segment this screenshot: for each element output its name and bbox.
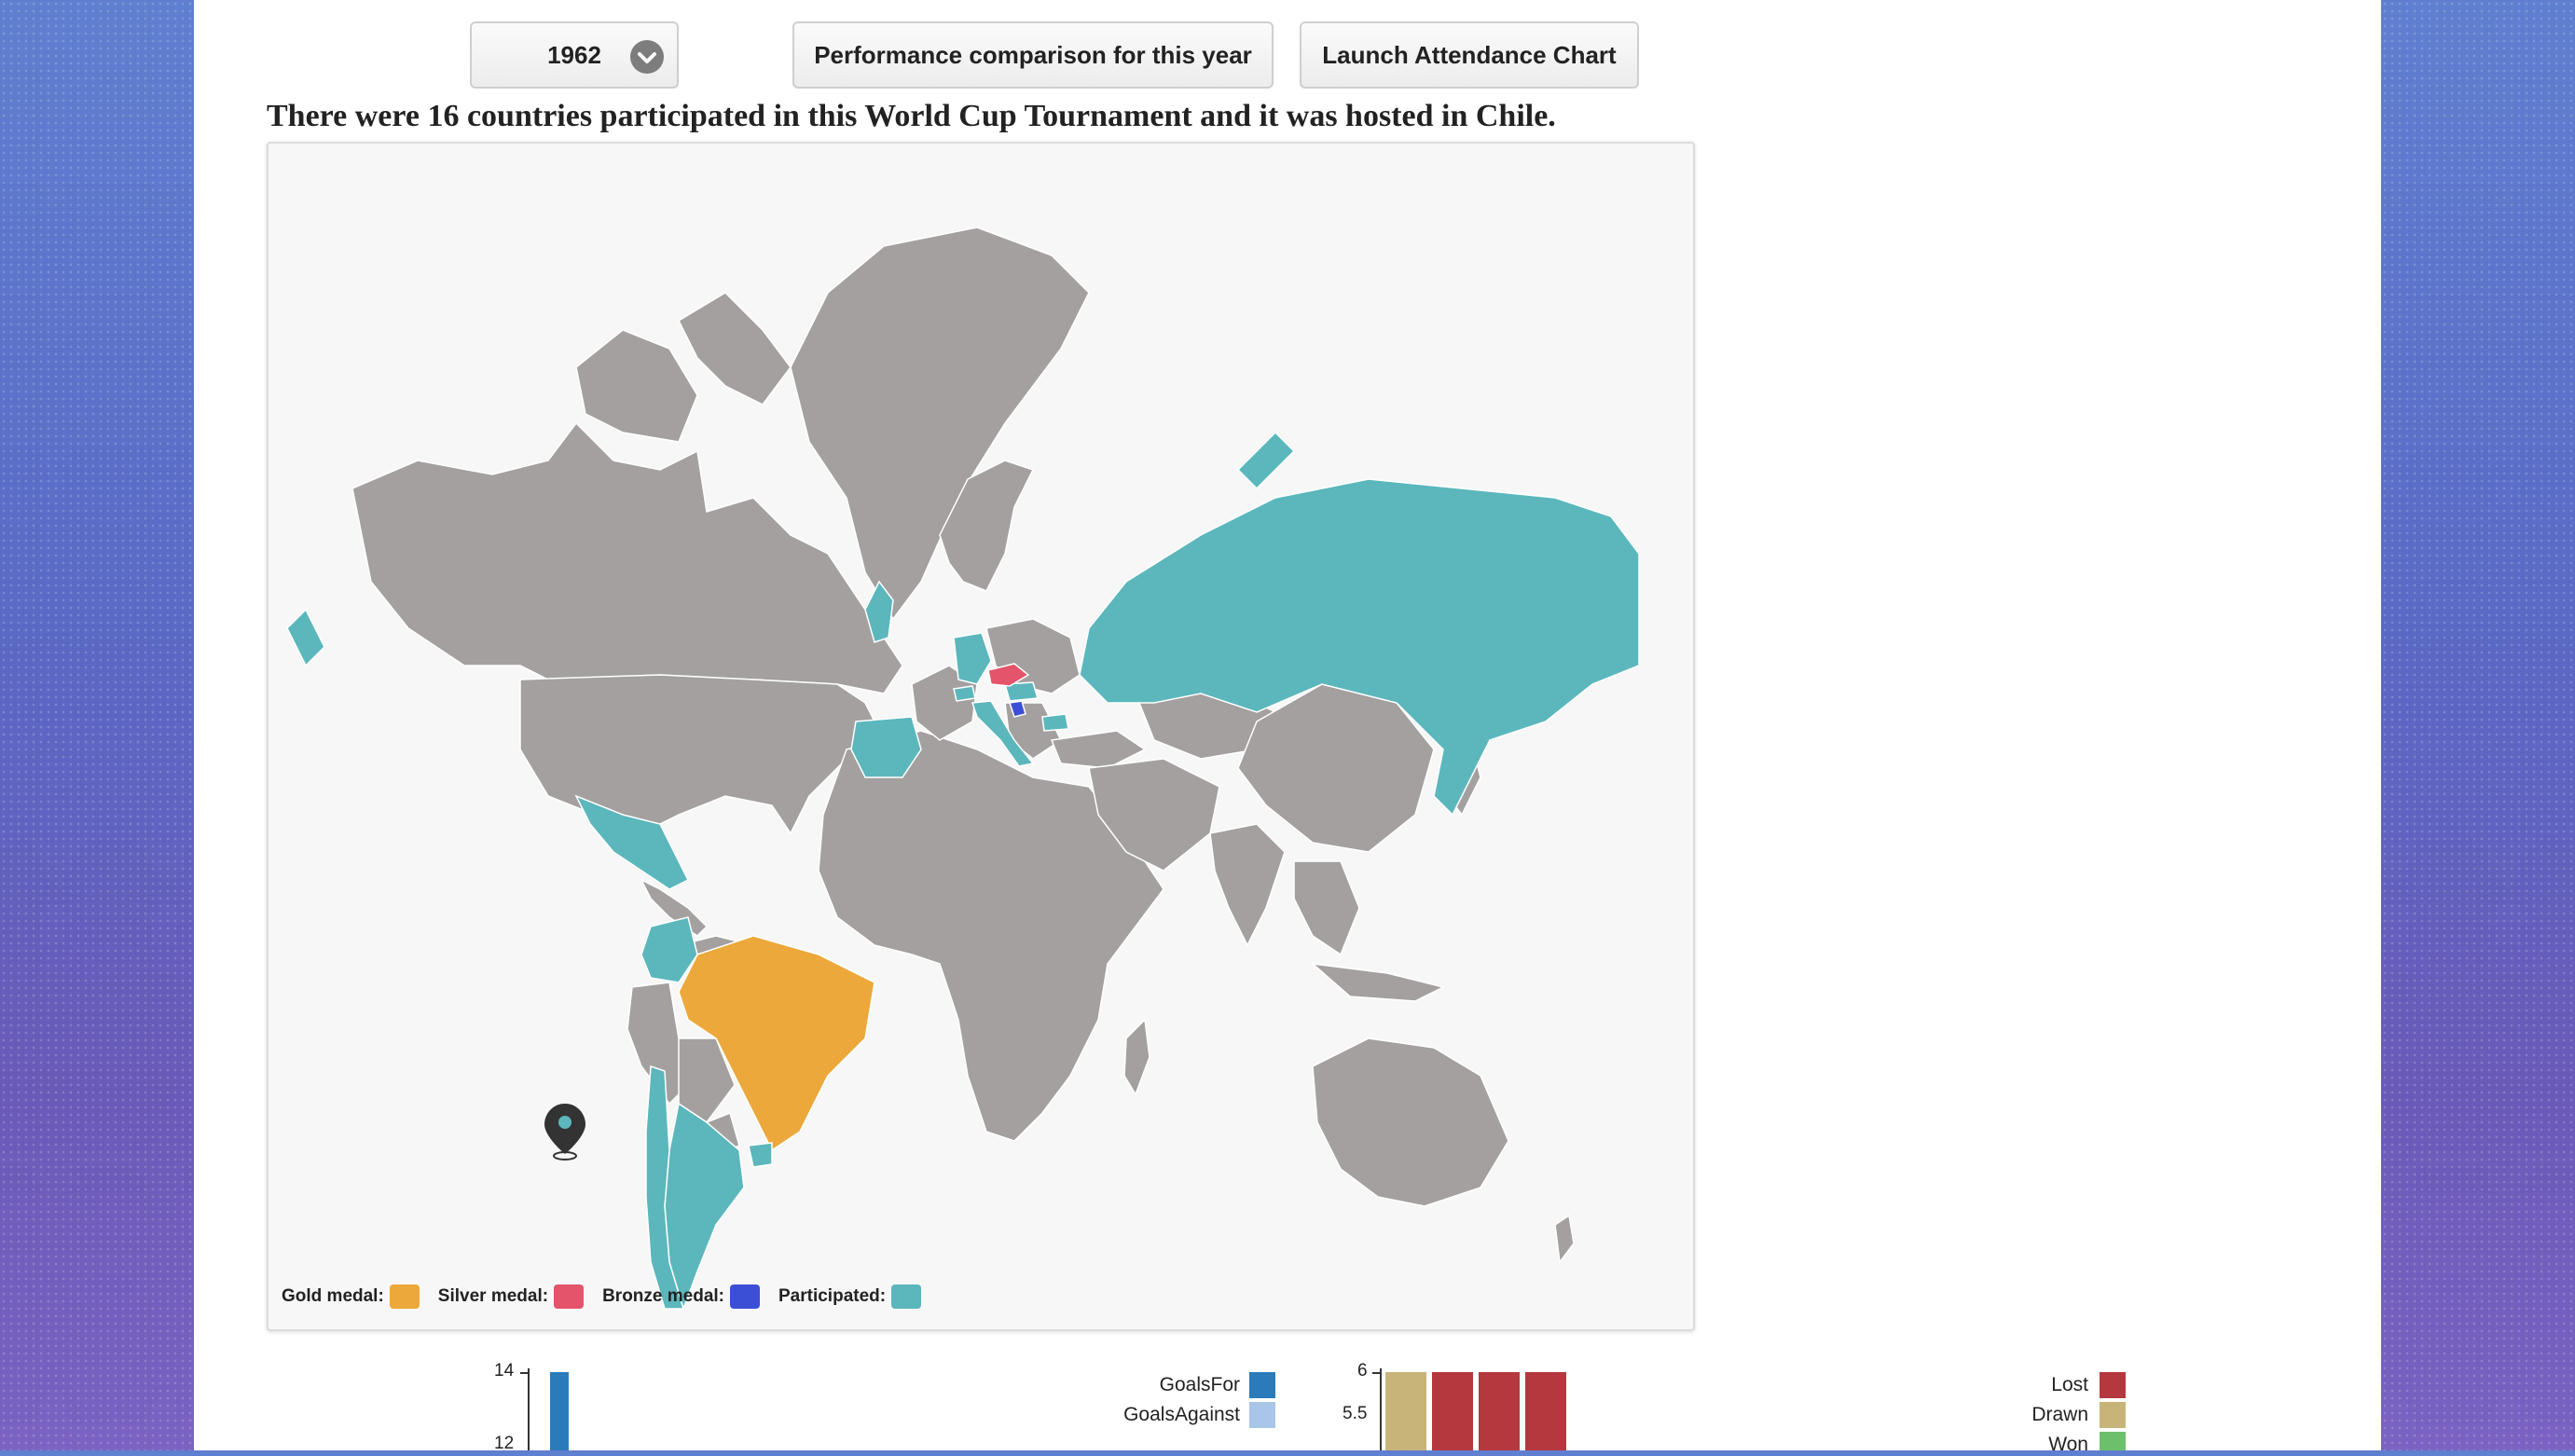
country-greenland[interactable]	[790, 227, 1090, 621]
goals-bar[interactable]	[550, 1372, 569, 1450]
legend-goalsagainst-swatch	[1249, 1402, 1275, 1428]
legend-participated-label: Participated:	[778, 1286, 887, 1306]
country-canada[interactable]	[351, 421, 903, 694]
legend-goalsfor-swatch	[1249, 1372, 1275, 1398]
country-africa[interactable]	[818, 730, 1164, 1142]
results-y-axis	[1380, 1368, 1382, 1450]
legend-bronze-medal: Bronze medal:	[602, 1284, 769, 1309]
country-new-zealand[interactable]	[1554, 1214, 1575, 1264]
legend-silver-medal: Silver medal:	[438, 1284, 593, 1309]
goals-tick-mark	[520, 1372, 528, 1374]
country-bolivia[interactable]	[678, 1037, 736, 1124]
legend-silver-label: Silver medal:	[437, 1286, 549, 1306]
country-baffin-island[interactable]	[678, 292, 792, 405]
country-yugoslavia[interactable]	[1009, 700, 1026, 718]
country-madagascar[interactable]	[1123, 1018, 1150, 1096]
country-mexico[interactable]	[574, 794, 690, 890]
country-middle-east[interactable]	[1088, 758, 1220, 872]
country-australia[interactable]	[1312, 1037, 1509, 1207]
legend-gold-medal: Gold medal:	[282, 1284, 429, 1309]
legend-lost-label: Lost	[2051, 1374, 2088, 1395]
tournament-summary: There were 16 countries participated in …	[267, 99, 1556, 133]
country-france[interactable]	[911, 665, 978, 741]
legend-participated-swatch	[891, 1284, 922, 1309]
country-west-germany[interactable]	[953, 632, 992, 685]
country-india[interactable]	[1209, 823, 1286, 947]
country-southeast-asia[interactable]	[1293, 860, 1360, 956]
legend-gold-label: Gold medal:	[282, 1286, 384, 1306]
country-alaska-tip[interactable]	[286, 608, 325, 667]
legend-silver-swatch	[554, 1284, 585, 1309]
country-novaya-zemlya[interactable]	[1236, 431, 1296, 490]
launch-attendance-chart-label: Launch Attendance Chart	[1322, 40, 1617, 69]
country-central-america[interactable]	[640, 878, 709, 937]
results-tick-mark	[1372, 1372, 1380, 1374]
map-marker-icon[interactable]	[544, 1104, 585, 1161]
legend-bronze-label: Bronze medal:	[602, 1286, 724, 1306]
country-hungary[interactable]	[1004, 681, 1039, 702]
legend-participated: Participated:	[778, 1284, 930, 1309]
results-bar-drawn[interactable]	[1385, 1372, 1426, 1450]
country-turkey[interactable]	[1050, 730, 1147, 769]
country-switzerland[interactable]	[953, 685, 976, 702]
country-scandinavia[interactable]	[939, 460, 1035, 592]
legend-won-swatch	[2100, 1432, 2126, 1450]
performance-comparison-label: Performance comparison for this year	[814, 40, 1252, 69]
legend-won-label: Won	[2048, 1434, 2088, 1455]
country-indonesia[interactable]	[1310, 962, 1446, 1002]
goals-y-axis	[528, 1368, 530, 1450]
legend-bronze-swatch	[730, 1284, 760, 1309]
legend-drawn-swatch	[2100, 1402, 2126, 1428]
medal-legend: Gold medal: Silver medal: Bronze medal: …	[282, 1284, 930, 1309]
country-england[interactable]	[864, 580, 894, 643]
results-bar-lost[interactable]	[1479, 1372, 1520, 1450]
country-brazil[interactable]	[678, 935, 875, 1152]
results-y-tick-6: 6	[1357, 1361, 1368, 1380]
country-russia[interactable]	[1079, 478, 1640, 817]
legend-gold-swatch	[389, 1284, 420, 1309]
country-chile[interactable]	[645, 1065, 685, 1310]
legend-lost-swatch	[2100, 1372, 2126, 1398]
chevron-down-icon[interactable]	[630, 40, 664, 74]
legend-drawn-label: Drawn	[2031, 1404, 2088, 1425]
world-map	[286, 227, 1640, 1312]
results-bar-lost[interactable]	[1525, 1372, 1566, 1450]
country-usa[interactable]	[519, 674, 886, 835]
performance-comparison-button[interactable]: Performance comparison for this year	[792, 21, 1274, 89]
year-select[interactable]: 1962	[470, 21, 679, 89]
results-y-tick-5-5: 5.5	[1343, 1404, 1368, 1423]
legend-goalsagainst-label: GoalsAgainst	[1123, 1404, 1240, 1425]
country-arctic-islands[interactable]	[575, 329, 698, 443]
goals-y-tick-12: 12	[494, 1434, 515, 1453]
year-select-value: 1962	[547, 40, 601, 69]
right-background-panel	[2381, 0, 2575, 1450]
legend-goalsfor-label: GoalsFor	[1159, 1374, 1240, 1395]
left-background-panel	[0, 0, 194, 1450]
world-map-panel: Gold medal: Silver medal: Bronze medal: …	[267, 142, 1695, 1331]
countries-layer	[351, 227, 1575, 1264]
country-italy[interactable]	[971, 700, 1035, 767]
launch-attendance-chart-button[interactable]: Launch Attendance Chart	[1300, 21, 1639, 89]
country-spain[interactable]	[850, 716, 922, 778]
goals-y-tick-14: 14	[494, 1361, 515, 1380]
results-bar-lost[interactable]	[1432, 1372, 1473, 1450]
country-uruguay[interactable]	[748, 1142, 773, 1168]
country-colombia[interactable]	[640, 916, 698, 983]
country-bulgaria[interactable]	[1041, 713, 1069, 732]
country-czechoslovakia[interactable]	[987, 663, 1030, 687]
participants-layer	[286, 431, 1640, 1312]
